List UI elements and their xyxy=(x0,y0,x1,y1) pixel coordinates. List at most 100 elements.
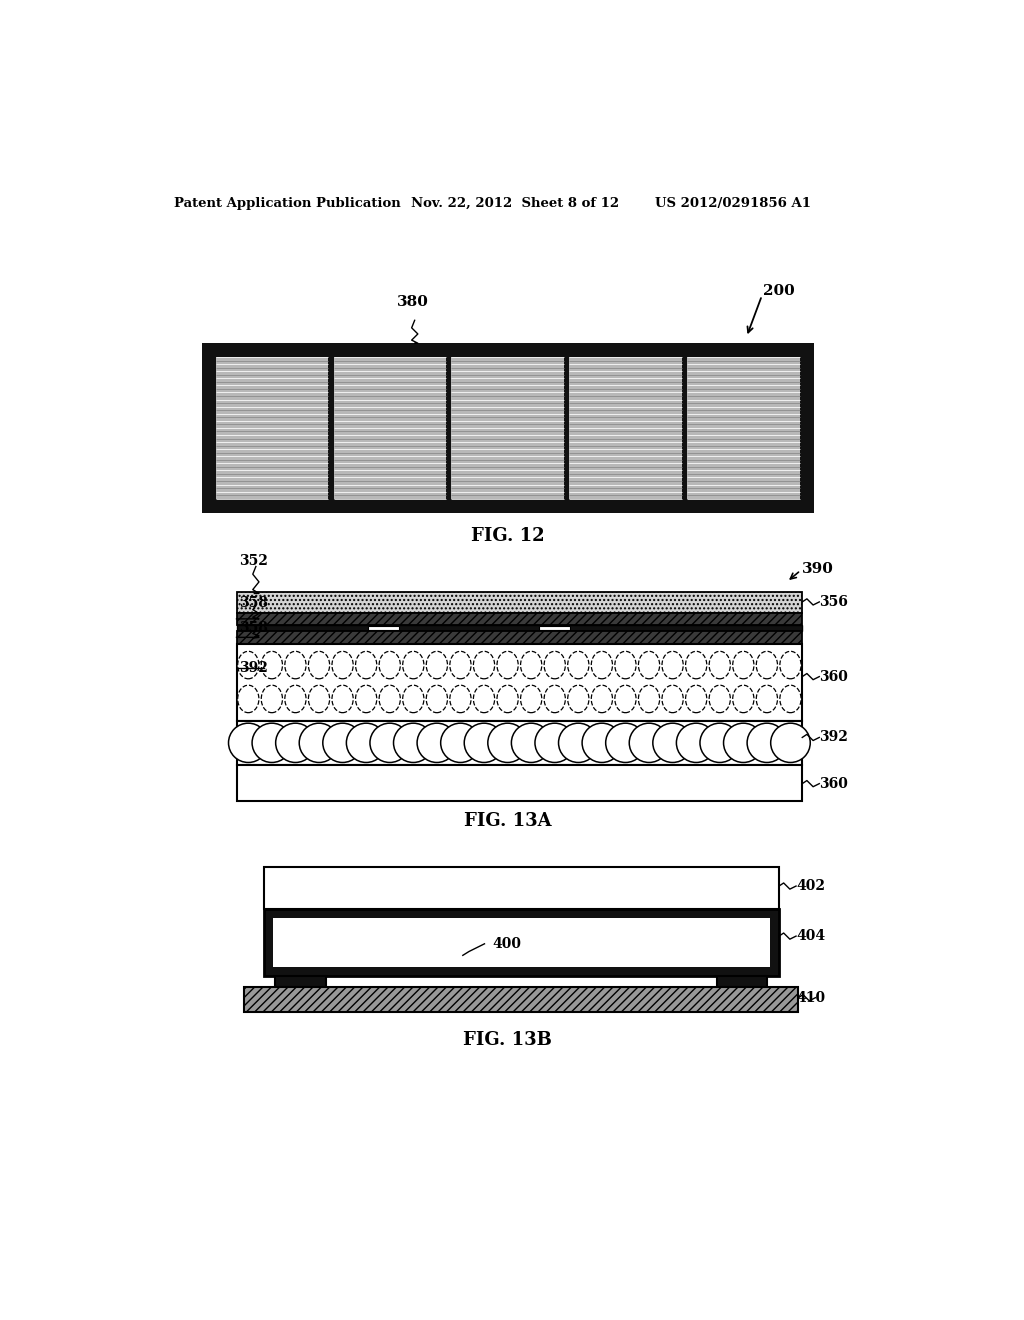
Text: Patent Application Publication: Patent Application Publication xyxy=(174,197,401,210)
Ellipse shape xyxy=(567,685,589,713)
Bar xyxy=(717,977,767,987)
Ellipse shape xyxy=(520,651,542,678)
Ellipse shape xyxy=(733,651,754,678)
Text: 360: 360 xyxy=(819,776,848,791)
Ellipse shape xyxy=(285,651,306,678)
Circle shape xyxy=(558,723,598,763)
Circle shape xyxy=(511,723,551,763)
Text: 402: 402 xyxy=(796,879,825,894)
Text: US 2012/0291856 A1: US 2012/0291856 A1 xyxy=(655,197,811,210)
Ellipse shape xyxy=(710,685,730,713)
Bar xyxy=(275,977,326,987)
Ellipse shape xyxy=(591,685,612,713)
Bar xyxy=(202,343,814,512)
Ellipse shape xyxy=(757,651,777,678)
Text: Nov. 22, 2012  Sheet 8 of 12: Nov. 22, 2012 Sheet 8 of 12 xyxy=(411,197,618,210)
Bar xyxy=(216,358,328,499)
Ellipse shape xyxy=(544,651,565,678)
Ellipse shape xyxy=(285,685,306,713)
Circle shape xyxy=(535,723,574,763)
Ellipse shape xyxy=(497,685,518,713)
Circle shape xyxy=(252,723,292,763)
Circle shape xyxy=(464,723,504,763)
Ellipse shape xyxy=(614,685,636,713)
Bar xyxy=(539,626,569,631)
Text: 358: 358 xyxy=(239,622,267,635)
Ellipse shape xyxy=(662,685,683,713)
Bar xyxy=(237,626,802,631)
Text: FIG. 13B: FIG. 13B xyxy=(463,1031,552,1049)
Bar xyxy=(334,358,446,499)
Ellipse shape xyxy=(379,651,400,678)
Ellipse shape xyxy=(638,685,659,713)
Bar xyxy=(369,626,399,631)
Ellipse shape xyxy=(238,651,259,678)
Circle shape xyxy=(275,723,315,763)
Circle shape xyxy=(724,723,763,763)
Ellipse shape xyxy=(638,651,659,678)
Text: 352: 352 xyxy=(239,554,267,568)
Text: 392: 392 xyxy=(819,730,848,744)
Text: 358: 358 xyxy=(239,597,267,610)
Ellipse shape xyxy=(473,651,495,678)
Ellipse shape xyxy=(757,685,777,713)
Text: 410: 410 xyxy=(796,991,825,1005)
Bar xyxy=(237,766,802,801)
Ellipse shape xyxy=(426,651,447,678)
Text: 356: 356 xyxy=(819,595,848,609)
Text: 380: 380 xyxy=(397,294,429,309)
Ellipse shape xyxy=(238,685,259,713)
Text: FIG. 13A: FIG. 13A xyxy=(464,812,552,829)
Ellipse shape xyxy=(402,651,424,678)
Ellipse shape xyxy=(261,651,283,678)
Ellipse shape xyxy=(733,685,754,713)
Circle shape xyxy=(771,723,810,763)
Ellipse shape xyxy=(591,651,612,678)
Text: 404: 404 xyxy=(796,929,825,942)
Ellipse shape xyxy=(780,651,801,678)
Text: 392: 392 xyxy=(239,661,267,675)
Circle shape xyxy=(440,723,480,763)
Bar xyxy=(569,358,682,499)
Bar xyxy=(452,358,564,499)
Ellipse shape xyxy=(426,685,447,713)
Ellipse shape xyxy=(261,685,283,713)
Text: 400: 400 xyxy=(493,937,521,950)
Bar xyxy=(237,591,802,612)
Bar xyxy=(263,867,779,909)
Bar xyxy=(263,909,779,977)
Circle shape xyxy=(228,723,268,763)
Ellipse shape xyxy=(685,651,707,678)
Ellipse shape xyxy=(355,685,377,713)
Circle shape xyxy=(748,723,786,763)
Bar xyxy=(237,612,802,626)
Bar xyxy=(245,987,799,1011)
Ellipse shape xyxy=(355,651,377,678)
Bar xyxy=(237,644,802,721)
Circle shape xyxy=(630,723,669,763)
Text: 200: 200 xyxy=(764,284,796,298)
Bar xyxy=(687,358,800,499)
Ellipse shape xyxy=(402,685,424,713)
Circle shape xyxy=(605,723,645,763)
Ellipse shape xyxy=(520,685,542,713)
Ellipse shape xyxy=(780,685,801,713)
Circle shape xyxy=(370,723,410,763)
Text: 360: 360 xyxy=(819,669,848,684)
Ellipse shape xyxy=(379,685,400,713)
Ellipse shape xyxy=(614,651,636,678)
Ellipse shape xyxy=(567,651,589,678)
Text: FIG. 12: FIG. 12 xyxy=(471,527,545,545)
Bar xyxy=(237,721,802,766)
Circle shape xyxy=(487,723,527,763)
Ellipse shape xyxy=(308,651,330,678)
Circle shape xyxy=(417,723,457,763)
Circle shape xyxy=(393,723,433,763)
Circle shape xyxy=(346,723,386,763)
Circle shape xyxy=(700,723,739,763)
Bar xyxy=(273,919,770,966)
Ellipse shape xyxy=(710,651,730,678)
Circle shape xyxy=(323,723,362,763)
Ellipse shape xyxy=(662,651,683,678)
Circle shape xyxy=(582,723,622,763)
